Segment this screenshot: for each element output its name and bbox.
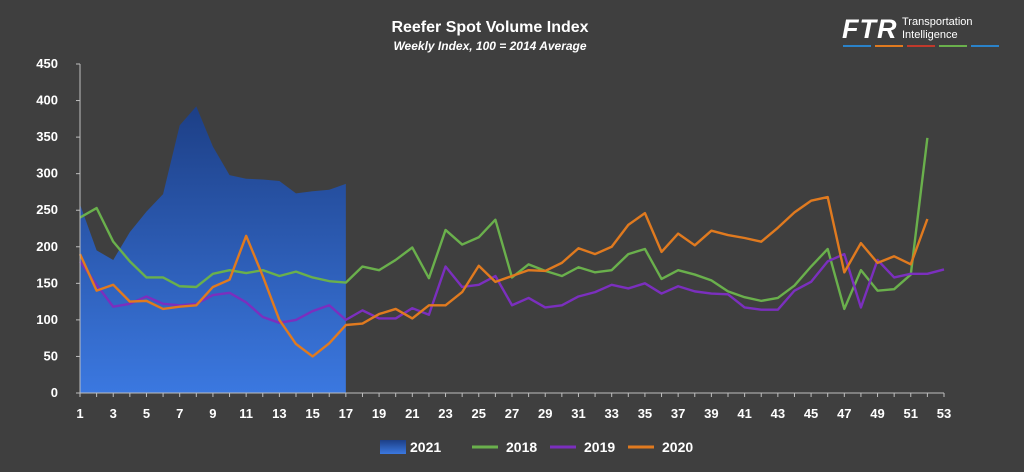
y-tick-label: 100 bbox=[36, 312, 58, 327]
x-tick-label: 17 bbox=[339, 406, 353, 421]
x-tick-label: 5 bbox=[143, 406, 150, 421]
legend: 2021 2018 2019 2020 bbox=[380, 439, 693, 455]
x-tick-label: 49 bbox=[870, 406, 884, 421]
x-tick-label: 47 bbox=[837, 406, 851, 421]
x-tick-label: 9 bbox=[209, 406, 216, 421]
y-tick-label: 450 bbox=[36, 56, 58, 71]
x-tick-label: 45 bbox=[804, 406, 818, 421]
legend-2021-swatch bbox=[380, 440, 406, 454]
logo-line-1: Transportation bbox=[902, 16, 973, 28]
legend-2018-label: 2018 bbox=[506, 439, 537, 455]
x-tick-label: 35 bbox=[638, 406, 652, 421]
x-tick-label: 29 bbox=[538, 406, 552, 421]
x-tick-label: 3 bbox=[110, 406, 117, 421]
ftr-logo: FTR Transportation Intelligence bbox=[842, 14, 999, 47]
y-tick-label: 300 bbox=[36, 166, 58, 181]
x-tick-label: 51 bbox=[904, 406, 918, 421]
y-tick-label: 350 bbox=[36, 129, 58, 144]
x-tick-label: 43 bbox=[771, 406, 785, 421]
x-tick-label: 53 bbox=[937, 406, 951, 421]
x-tick-label: 21 bbox=[405, 406, 419, 421]
series-2020-line bbox=[78, 195, 929, 358]
series-2019-line bbox=[79, 252, 945, 325]
x-tick-label: 33 bbox=[604, 406, 618, 421]
legend-2021-label: 2021 bbox=[410, 439, 441, 455]
y-tick-label: 50 bbox=[44, 348, 58, 363]
x-tick-label: 15 bbox=[305, 406, 319, 421]
y-tick-label: 150 bbox=[36, 275, 58, 290]
x-tick-label: 7 bbox=[176, 406, 183, 421]
x-tick-label: 19 bbox=[372, 406, 386, 421]
x-tick-label: 13 bbox=[272, 406, 286, 421]
chart-subtitle: Weekly Index, 100 = 2014 Average bbox=[393, 39, 586, 53]
logo-wordmark: FTR bbox=[842, 14, 897, 44]
x-tick-label: 37 bbox=[671, 406, 685, 421]
series-2018-line bbox=[79, 137, 929, 311]
y-tick-label: 400 bbox=[36, 93, 58, 108]
x-tick-label: 1 bbox=[76, 406, 83, 421]
legend-2020-label: 2020 bbox=[662, 439, 693, 455]
y-tick-label: 0 bbox=[51, 385, 58, 400]
y-tick-label: 200 bbox=[36, 239, 58, 254]
x-tick-label: 41 bbox=[737, 406, 751, 421]
x-tick-label: 27 bbox=[505, 406, 519, 421]
x-tick-label: 25 bbox=[472, 406, 486, 421]
y-tick-label: 250 bbox=[36, 202, 58, 217]
x-tick-label: 39 bbox=[704, 406, 718, 421]
chart-title: Reefer Spot Volume Index bbox=[391, 19, 588, 36]
legend-2019-label: 2019 bbox=[584, 439, 615, 455]
line-series-layer bbox=[78, 137, 945, 358]
x-tick-label: 23 bbox=[438, 406, 452, 421]
x-tick-label: 11 bbox=[239, 406, 253, 421]
logo-line-2: Intelligence bbox=[902, 29, 958, 41]
x-tick-label: 31 bbox=[571, 406, 585, 421]
